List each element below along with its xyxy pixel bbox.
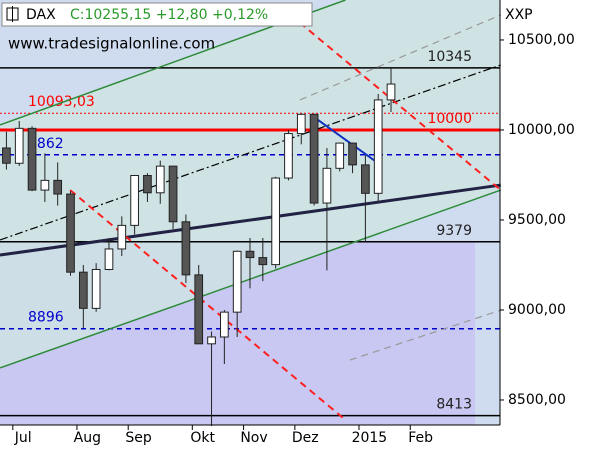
x-tick-label: Jul <box>14 430 32 446</box>
candle-body <box>14 127 24 164</box>
x-tick-label: Sep <box>125 430 152 446</box>
candle-body <box>361 164 370 194</box>
candle-body <box>232 250 242 313</box>
y-tick-label: 10500,00 <box>508 32 575 48</box>
x-tick-label: Dez <box>292 430 319 446</box>
candle-body <box>373 99 383 194</box>
y-tick-label: 9500,00 <box>508 212 566 228</box>
candle-body <box>168 165 178 223</box>
candle-body <box>2 147 11 164</box>
y-tick-label: 10000,00 <box>508 122 575 138</box>
candle-body <box>335 142 345 169</box>
candle-body <box>40 179 50 191</box>
trendline <box>349 309 501 361</box>
level-label: 10000 <box>427 111 472 127</box>
x-tick-label: Nov <box>240 430 267 446</box>
y-tick-label: 8500,00 <box>508 392 566 408</box>
candle-body <box>78 271 88 309</box>
channel-zone <box>0 0 500 368</box>
symbol: DAX <box>26 7 56 23</box>
candle-body <box>258 257 268 266</box>
x-tick-label: Feb <box>408 430 433 446</box>
level-label: 9379 <box>436 223 472 239</box>
x-tick-label: Aug <box>74 430 101 446</box>
candle-body <box>245 250 255 259</box>
candle-body <box>220 311 229 338</box>
x-tick-label: Okt <box>190 430 215 446</box>
candle-body <box>284 133 293 179</box>
level-label: 9862 <box>28 136 64 152</box>
candle-body <box>117 224 127 250</box>
candle-body <box>181 221 191 276</box>
candle-body <box>155 165 165 194</box>
level-label: 8896 <box>28 310 64 326</box>
candle-body <box>348 142 357 166</box>
source: www.tradesignalonline.com <box>8 35 215 53</box>
candle-body <box>194 274 204 345</box>
candle-body <box>322 167 332 204</box>
candle-body <box>66 193 75 273</box>
trendline <box>0 183 501 257</box>
x-tick-label: 2015 <box>352 430 388 446</box>
candle-body <box>309 113 319 204</box>
candle-body <box>104 248 114 270</box>
trendline <box>289 14 502 191</box>
trendline <box>314 117 382 166</box>
candle-body <box>27 127 37 191</box>
legend-box <box>1 2 313 27</box>
level-label: 10345 <box>427 49 472 65</box>
candle-body <box>296 113 306 135</box>
candle-body <box>53 179 63 195</box>
candle-body <box>130 175 139 226</box>
y-tick-label: 9000,00 <box>508 302 566 318</box>
candle-body <box>271 177 280 266</box>
trendline <box>299 14 502 101</box>
level-label: 8413 <box>436 397 472 413</box>
candle-body <box>386 83 396 101</box>
marks: 1034510093,03100009862937988968413 <box>0 0 502 427</box>
candle-body <box>91 268 101 309</box>
axis-unit: XXP <box>505 7 533 23</box>
candle-body <box>207 336 216 345</box>
candle-body <box>143 175 152 194</box>
quote: C:10255,15 +12,80 +0,12% <box>70 7 268 23</box>
